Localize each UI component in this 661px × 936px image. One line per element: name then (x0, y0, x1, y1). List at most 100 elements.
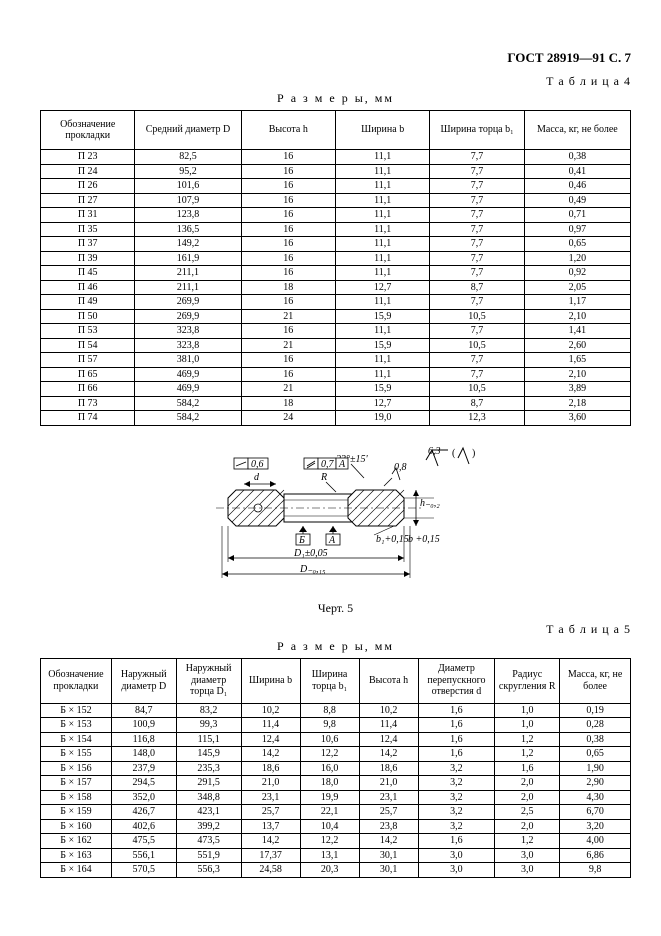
table-cell: 1,6 (495, 761, 560, 776)
datum-b-box: Б (296, 526, 310, 546)
table-cell: 7,7 (430, 222, 524, 237)
table-cell: 3,2 (418, 805, 495, 820)
t4-col0: Обозначение прокладки (41, 111, 135, 150)
table-cell: 11,1 (335, 150, 429, 165)
table-cell: 0,41 (524, 164, 630, 179)
table-cell: 161,9 (135, 251, 241, 266)
table-cell: 18,6 (359, 761, 418, 776)
table-cell: 11,1 (335, 353, 429, 368)
paren-close: ) (472, 448, 475, 459)
table-cell: П 54 (41, 338, 135, 353)
table-cell: 30,1 (359, 863, 418, 878)
table-row: Б × 158352,0348,823,119,923,13,22,04,30 (41, 790, 631, 805)
table-row: Б × 164570,5556,324,5820,330,13,03,09,8 (41, 863, 631, 878)
table-cell: 211,1 (135, 266, 241, 281)
table-cell: 13,7 (241, 819, 300, 834)
table-cell: 1,2 (495, 834, 560, 849)
table-cell: 10,4 (300, 819, 359, 834)
t5-col6: Диаметр перепускного отверстия d (418, 658, 495, 703)
table-row: Б × 15284,783,210,28,810,21,61,00,19 (41, 703, 631, 718)
table-cell: 3,2 (418, 761, 495, 776)
table-cell: 7,7 (430, 353, 524, 368)
table-cell: 0,38 (560, 732, 631, 747)
table-row: Б × 156237,9235,318,616,018,63,21,61,90 (41, 761, 631, 776)
table-cell: 0,65 (560, 747, 631, 762)
table-cell: П 66 (41, 382, 135, 397)
table-cell: Б × 159 (41, 805, 112, 820)
table-row: П 39161,91611,17,71,20 (41, 251, 631, 266)
table-cell: 294,5 (111, 776, 176, 791)
table-cell: Б × 156 (41, 761, 112, 776)
table-cell: 24,58 (241, 863, 300, 878)
table-cell: 469,9 (135, 382, 241, 397)
table-cell: 10,5 (430, 338, 524, 353)
table-cell: 3,0 (495, 863, 560, 878)
svg-text:А: А (328, 535, 336, 546)
h-label: h₋₀,₂ (420, 498, 440, 509)
table-cell: 7,7 (430, 208, 524, 223)
table-cell: 99,3 (176, 718, 241, 733)
table-cell: 7,7 (430, 193, 524, 208)
table-cell: 145,9 (176, 747, 241, 762)
table-cell: 16 (241, 251, 335, 266)
table-cell: 107,9 (135, 193, 241, 208)
table-cell: П 57 (41, 353, 135, 368)
table-cell: 11,1 (335, 179, 429, 194)
table-cell: 115,1 (176, 732, 241, 747)
table-cell: 24 (241, 411, 335, 426)
table-cell: 2,90 (560, 776, 631, 791)
table-cell: 6,86 (560, 848, 631, 863)
table-cell: П 39 (41, 251, 135, 266)
table-cell: 0,38 (524, 150, 630, 165)
table-cell: 473,5 (176, 834, 241, 849)
table-cell: 8,7 (430, 396, 524, 411)
table-cell: 17,37 (241, 848, 300, 863)
table-cell: 3,0 (495, 848, 560, 863)
table-cell: 1,17 (524, 295, 630, 310)
table-cell: 11,1 (335, 222, 429, 237)
table-row: П 73584,21812,78,72,18 (41, 396, 631, 411)
t4-col5: Масса, кг, не более (524, 111, 630, 150)
table-cell: 11,1 (335, 193, 429, 208)
table-cell: 148,0 (111, 747, 176, 762)
table-cell: 123,8 (135, 208, 241, 223)
table-cell: 11,1 (335, 266, 429, 281)
table-cell: 16 (241, 164, 335, 179)
table-cell: Б × 153 (41, 718, 112, 733)
t5-col7: Радиус скругления R (495, 658, 560, 703)
table-cell: 15,9 (335, 338, 429, 353)
table-cell: 0,28 (560, 718, 631, 733)
table-cell: 7,7 (430, 266, 524, 281)
t4-col3: Ширина b (335, 111, 429, 150)
datum-a-box: А (326, 526, 340, 546)
table-cell: 269,9 (135, 309, 241, 324)
table4-label: Т а б л и ц а 4 (40, 74, 631, 89)
table-cell: 18,0 (300, 776, 359, 791)
t4-col2: Высота h (241, 111, 335, 150)
table-row: П 50269,92115,910,52,10 (41, 309, 631, 324)
table-row: Б × 160402,6399,213,710,423,83,22,03,20 (41, 819, 631, 834)
table-cell: 556,1 (111, 848, 176, 863)
table-cell: 237,9 (111, 761, 176, 776)
table-cell: 475,5 (111, 834, 176, 849)
table-cell: 381,0 (135, 353, 241, 368)
table-cell: 12,7 (335, 396, 429, 411)
table-cell: 20,3 (300, 863, 359, 878)
table-cell: 402,6 (111, 819, 176, 834)
svg-text:0,6: 0,6 (251, 459, 264, 470)
table-cell: 1,90 (560, 761, 631, 776)
table-row: П 46211,11812,78,72,05 (41, 280, 631, 295)
table-cell: 1,0 (495, 718, 560, 733)
d1-label: D₁±0,05 (293, 548, 328, 559)
table-row: П 65469,91611,17,72,10 (41, 367, 631, 382)
table-cell: 7,7 (430, 251, 524, 266)
table-cell: 11,4 (359, 718, 418, 733)
table-cell: П 23 (41, 150, 135, 165)
svg-text:0,7: 0,7 (321, 459, 335, 470)
table-cell: 11,1 (335, 164, 429, 179)
table4: Обозначение прокладки Средний диаметр D … (40, 110, 631, 426)
table-cell: 149,2 (135, 237, 241, 252)
svg-text:Б: Б (298, 535, 305, 546)
table-cell: П 50 (41, 309, 135, 324)
t5-col5: Высота h (359, 658, 418, 703)
